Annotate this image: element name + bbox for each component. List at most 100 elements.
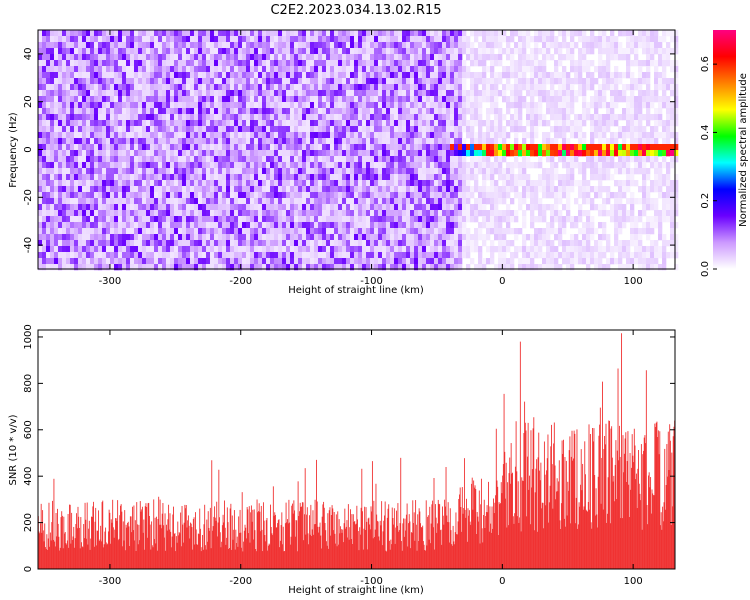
heatmap-cell	[250, 48, 255, 55]
heatmap-cell	[210, 156, 215, 163]
heatmap-cell	[46, 252, 51, 259]
heatmap-cell	[82, 186, 87, 193]
heatmap-cell	[346, 156, 351, 163]
heatmap-cell	[78, 126, 83, 133]
heatmap-cell	[506, 210, 511, 217]
heatmap-cell	[458, 114, 463, 121]
heatmap-cell	[422, 66, 427, 73]
heatmap-cell	[70, 78, 75, 85]
heatmap-cell	[142, 204, 147, 211]
heatmap-cell	[478, 150, 483, 157]
heatmap-cell	[162, 162, 167, 169]
heatmap-cell	[134, 54, 139, 61]
heatmap-cell	[114, 60, 119, 67]
heatmap-cell	[402, 42, 407, 49]
heatmap-cell	[422, 174, 427, 181]
heatmap-cell	[270, 138, 275, 145]
heatmap-cell	[222, 234, 227, 241]
heatmap-cell	[246, 78, 251, 85]
heatmap-cell	[266, 42, 271, 49]
heatmap-cell	[158, 36, 163, 43]
heatmap-cell	[326, 216, 331, 223]
heatmap-cell	[342, 126, 347, 133]
heatmap-cell	[90, 192, 95, 199]
heatmap-cell	[98, 222, 103, 229]
heatmap-cell	[246, 264, 251, 271]
heatmap-cell	[458, 186, 463, 193]
heatmap-cell	[274, 138, 279, 145]
heatmap-cell	[174, 210, 179, 217]
heatmap-cell	[334, 42, 339, 49]
heatmap-cell	[374, 216, 379, 223]
heatmap-cell	[434, 216, 439, 223]
heatmap-cell	[378, 150, 383, 157]
heatmap-cell	[514, 84, 519, 91]
heatmap-cell	[518, 126, 523, 133]
heatmap-cell	[242, 264, 247, 271]
heatmap-cell	[90, 258, 95, 265]
heatmap-cell	[330, 132, 335, 139]
heatmap-cell	[134, 240, 139, 247]
heatmap-cell	[38, 90, 43, 97]
heatmap-cell	[66, 216, 71, 223]
heatmap-cell	[254, 240, 259, 247]
heatmap-cell	[150, 186, 155, 193]
heatmap-cell	[542, 216, 547, 223]
heatmap-cell	[254, 192, 259, 199]
heatmap-cell	[42, 162, 47, 169]
heatmap-cell	[406, 72, 411, 79]
heatmap-cell	[414, 174, 419, 181]
heatmap-cell	[322, 246, 327, 253]
heatmap-cell	[434, 78, 439, 85]
heatmap-cell	[326, 114, 331, 121]
heatmap-cell	[306, 138, 311, 145]
heatmap-cell	[470, 144, 475, 151]
heatmap-cell	[498, 264, 503, 271]
heatmap-cell	[66, 246, 71, 253]
heatmap-cell	[350, 126, 355, 133]
heatmap-cell	[450, 150, 455, 157]
heatmap-cell	[54, 66, 59, 73]
heatmap-cell	[110, 162, 115, 169]
heatmap-cell	[490, 240, 495, 247]
heatmap-cell	[346, 84, 351, 91]
heatmap-cell	[510, 48, 515, 55]
heatmap-cell	[62, 156, 67, 163]
heatmap-cell	[54, 210, 59, 217]
heatmap-cell	[226, 216, 231, 223]
heatmap-cell	[230, 228, 235, 235]
heatmap-cell	[458, 180, 463, 187]
heatmap-cell	[166, 132, 171, 139]
heatmap-cell	[422, 102, 427, 109]
heatmap-cell	[182, 192, 187, 199]
heatmap-cell	[298, 180, 303, 187]
heatmap-cell	[502, 180, 507, 187]
heatmap-cell	[266, 240, 271, 247]
heatmap-cell	[490, 42, 495, 49]
heatmap-cell	[166, 192, 171, 199]
heatmap-cell	[62, 180, 67, 187]
heatmap-cell	[50, 132, 55, 139]
heatmap-cell	[414, 216, 419, 223]
heatmap-cell	[334, 258, 339, 265]
heatmap-cell	[382, 30, 387, 37]
heatmap-cell	[522, 36, 527, 43]
heatmap-cell	[82, 228, 87, 235]
heatmap-cell	[190, 258, 195, 265]
heatmap-cell	[46, 120, 51, 127]
heatmap-cell	[118, 162, 123, 169]
heatmap-cell	[154, 108, 159, 115]
heatmap-cell	[378, 66, 383, 73]
heatmap-cell	[190, 234, 195, 241]
heatmap-cell	[478, 48, 483, 55]
heatmap-cell	[214, 186, 219, 193]
heatmap-cell	[82, 84, 87, 91]
heatmap-cell	[410, 126, 415, 133]
heatmap-cell	[158, 186, 163, 193]
heatmap-cell	[210, 84, 215, 91]
heatmap-cell	[82, 216, 87, 223]
heatmap-cell	[490, 192, 495, 199]
heatmap-cell	[466, 144, 471, 151]
heatmap-cell	[362, 246, 367, 253]
heatmap-cell	[262, 174, 267, 181]
